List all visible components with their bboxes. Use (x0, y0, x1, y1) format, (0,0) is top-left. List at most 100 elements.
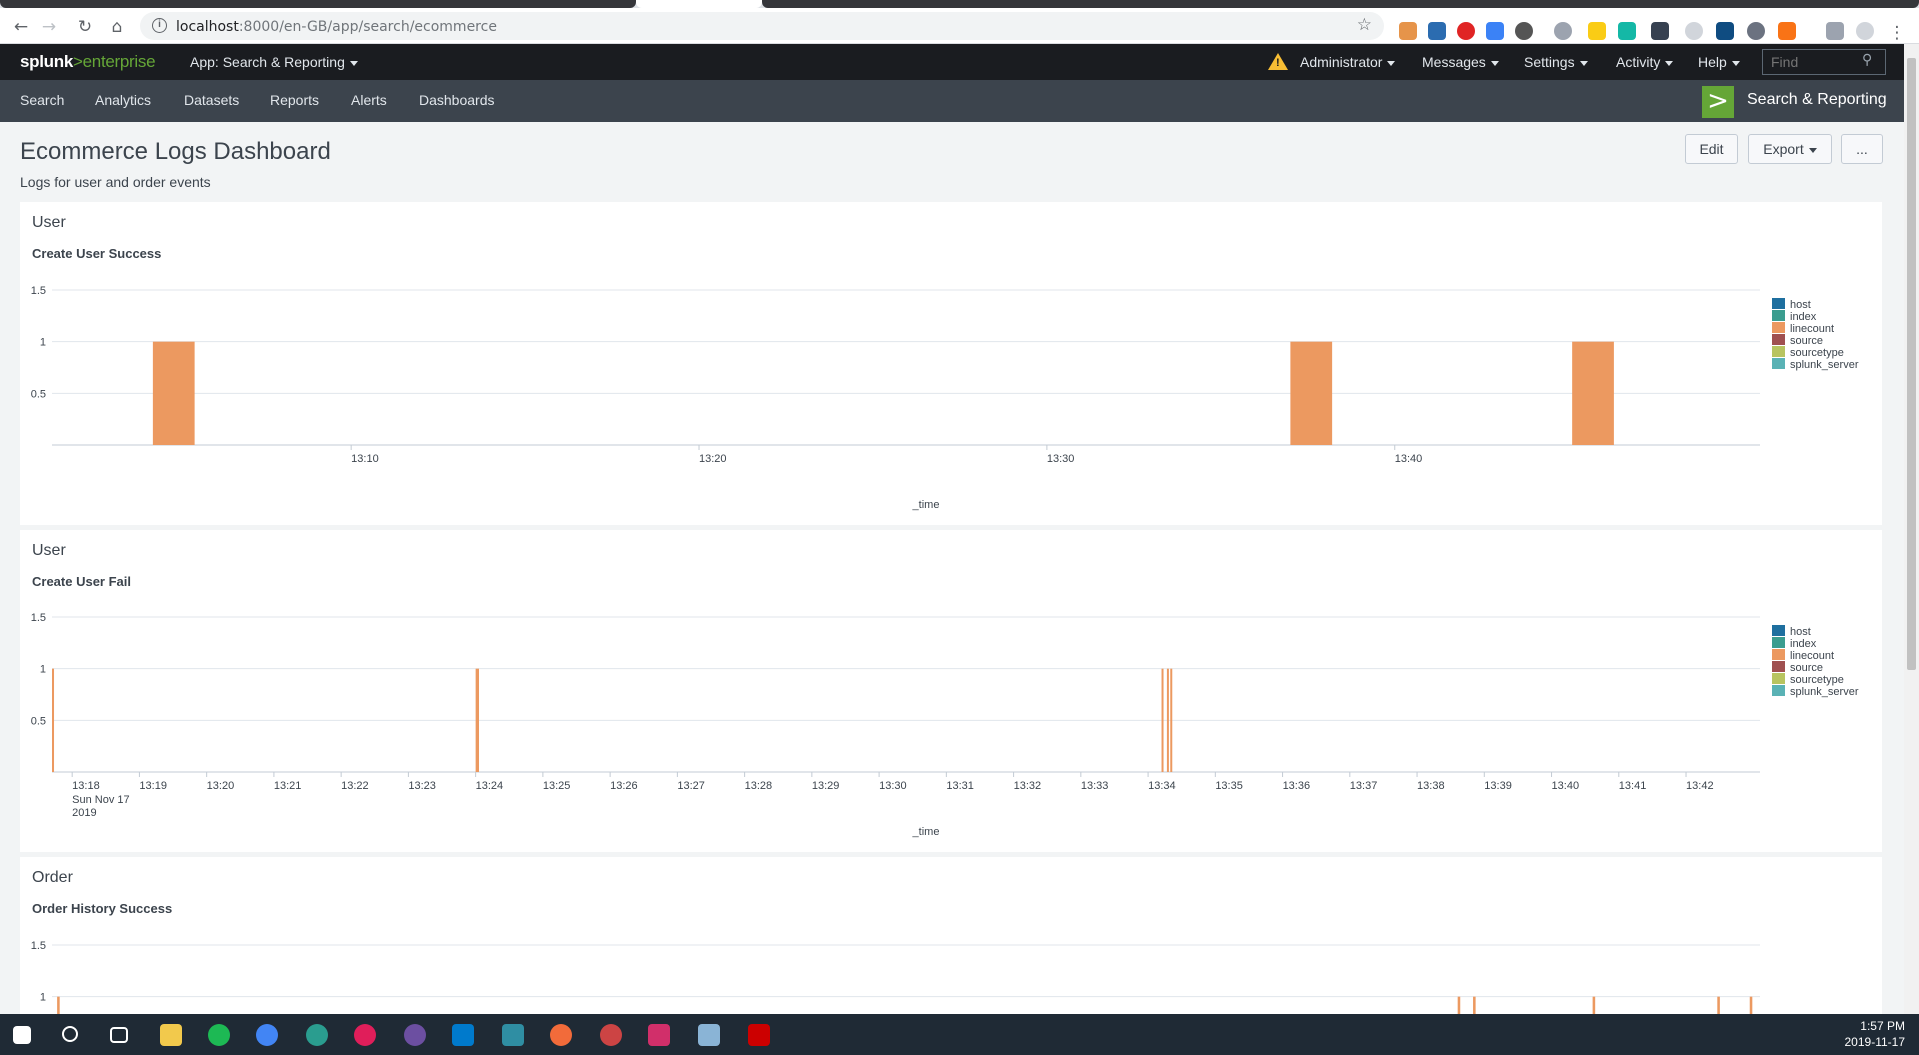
page-scrollbar[interactable] (1904, 44, 1919, 1014)
search-icon[interactable]: ⚲ (1862, 52, 1873, 68)
slack-icon[interactable] (354, 1024, 376, 1046)
forward-icon[interactable]: → (41, 17, 57, 37)
legend-swatch-source (1772, 334, 1785, 345)
back-icon[interactable]: ← (13, 17, 29, 37)
x-tick-label: 13:34 (1148, 780, 1176, 792)
extension-icon[interactable] (1399, 22, 1417, 40)
cast-icon[interactable] (1826, 22, 1844, 40)
extension-icon[interactable] (1554, 22, 1572, 40)
x-tick-label: 13:31 (946, 780, 974, 792)
app-icon[interactable] (306, 1024, 328, 1046)
x-tick-label: 13:36 (1283, 780, 1311, 792)
vscode-icon[interactable] (452, 1024, 474, 1046)
system-clock[interactable]: 1:57 PM 2019-11-17 (1845, 1018, 1906, 1050)
browser-tab[interactable] (762, 0, 1919, 8)
spotify-icon[interactable] (208, 1024, 230, 1046)
find-input[interactable] (1762, 49, 1886, 75)
more-actions-button[interactable]: ... (1841, 134, 1883, 164)
settings-menu[interactable]: Settings (1524, 54, 1588, 70)
bar-linecount (57, 996, 60, 1014)
address-url[interactable]: localhost:8000/en-GB/app/search/ecommerc… (176, 19, 497, 35)
browser-tab[interactable] (0, 0, 636, 8)
legend-swatch-sourcetype (1772, 673, 1785, 684)
messages-menu[interactable]: Messages (1422, 54, 1499, 70)
scrollbar-thumb[interactable] (1907, 58, 1916, 670)
legend-label-index: index (1790, 311, 1817, 323)
address-bar[interactable]: i localhost:8000/en-GB/app/search/ecomme… (140, 12, 1384, 40)
windows-start-icon[interactable] (13, 1026, 31, 1044)
dashboard-description: Logs for user and order events (20, 174, 211, 190)
extension-icon[interactable] (1486, 22, 1504, 40)
y-tick-label: 1.5 (31, 612, 46, 624)
splunk-logo[interactable]: splunk>enterprise (20, 52, 156, 71)
edit-button[interactable]: Edit (1685, 134, 1738, 164)
reload-icon[interactable]: ↻ (77, 17, 93, 37)
y-tick-label: 1 (40, 337, 46, 349)
extension-icon[interactable] (1588, 22, 1606, 40)
y-tick-label: 0.5 (31, 388, 46, 400)
browser-menu-icon[interactable]: ⋮ (1888, 23, 1906, 43)
x-tick-label: 13:35 (1215, 780, 1243, 792)
eclipse-icon[interactable] (404, 1024, 426, 1046)
home-icon[interactable]: ⌂ (111, 17, 123, 37)
bar-linecount (1290, 341, 1333, 445)
nav-reports[interactable]: Reports (270, 92, 320, 108)
intellij-icon[interactable] (648, 1024, 670, 1046)
x-tick-label: 13:29 (812, 780, 840, 792)
site-info-icon[interactable]: i (152, 18, 167, 33)
extension-icon[interactable] (1685, 22, 1703, 40)
task-view-icon[interactable] (110, 1027, 128, 1043)
extension-icon[interactable] (1618, 22, 1636, 40)
app-bar: Search Analytics Datasets Reports Alerts… (0, 80, 1904, 122)
browser-tab-active[interactable] (636, 0, 762, 8)
editor-icon[interactable] (502, 1024, 524, 1046)
nav-analytics[interactable]: Analytics (95, 92, 152, 108)
bookmark-star-icon[interactable]: ☆ (1356, 15, 1372, 35)
clock-time: 1:57 PM (1860, 1019, 1905, 1033)
x-tick-label: 13:33 (1081, 780, 1109, 792)
panel-title: User (32, 542, 66, 559)
legend-swatch-index (1772, 310, 1785, 321)
chart-order-history-success[interactable]: 1.51 (20, 857, 1882, 1014)
search-icon[interactable] (62, 1026, 78, 1042)
acrobat-icon[interactable] (748, 1024, 770, 1046)
extension-icon[interactable] (1428, 22, 1446, 40)
extension-icon[interactable] (1747, 22, 1765, 40)
chevron-down-icon (1808, 147, 1817, 153)
browser-toolbar: ← → ↻ ⌂ i localhost:8000/en-GB/app/searc… (0, 8, 1919, 44)
postman-icon[interactable] (550, 1024, 572, 1046)
extension-icon[interactable] (1716, 22, 1734, 40)
app-icon[interactable] (698, 1024, 720, 1046)
extension-icon[interactable] (1515, 22, 1533, 40)
panel-order-history-success: Order Order History Success 1.5 1 (20, 857, 1882, 1014)
profile-avatar-icon[interactable] (1856, 22, 1874, 40)
x-tick-label: 13:38 (1417, 780, 1445, 792)
extension-icon[interactable] (1457, 22, 1475, 40)
activity-menu[interactable]: Activity (1616, 54, 1674, 70)
warning-icon[interactable]: ! (1268, 53, 1288, 70)
file-explorer-icon[interactable] (160, 1024, 182, 1046)
x-axis-title: _time (912, 499, 940, 511)
app-name[interactable]: Search & Reporting (1747, 91, 1887, 108)
chart-create-user-fail[interactable]: 1.5 1 0.5 13:18 13:19 13:20 13:21 13:22 13:23 13:… (20, 530, 1882, 852)
bar-linecount (1749, 996, 1753, 1014)
nav-datasets[interactable]: Datasets (184, 92, 240, 108)
nav-alerts[interactable]: Alerts (351, 92, 387, 108)
x-tick-label: 13:20 (699, 453, 727, 465)
x-tick-label: 13:30 (879, 780, 907, 792)
app-logo-icon[interactable]: > (1702, 86, 1734, 118)
chrome-icon[interactable] (256, 1024, 278, 1046)
extension-icon[interactable] (1651, 22, 1669, 40)
help-menu[interactable]: Help (1698, 54, 1740, 70)
app-menu[interactable]: App: Search & Reporting (190, 54, 358, 70)
export-button[interactable]: Export (1748, 134, 1832, 164)
chart-create-user-success[interactable]: 1.5 1 0.5 13:10 13:20 13:30 13:40 _time hostinde… (20, 202, 1882, 525)
nav-dashboards[interactable]: Dashboards (419, 92, 495, 108)
app-icon[interactable] (600, 1024, 622, 1046)
bar-linecount (1170, 668, 1173, 772)
bar-linecount (1717, 996, 1720, 1014)
administrator-menu[interactable]: Administrator (1300, 54, 1396, 70)
extension-icon[interactable] (1778, 22, 1796, 40)
nav-search[interactable]: Search (20, 92, 65, 108)
legend-swatch-linecount (1772, 322, 1785, 333)
